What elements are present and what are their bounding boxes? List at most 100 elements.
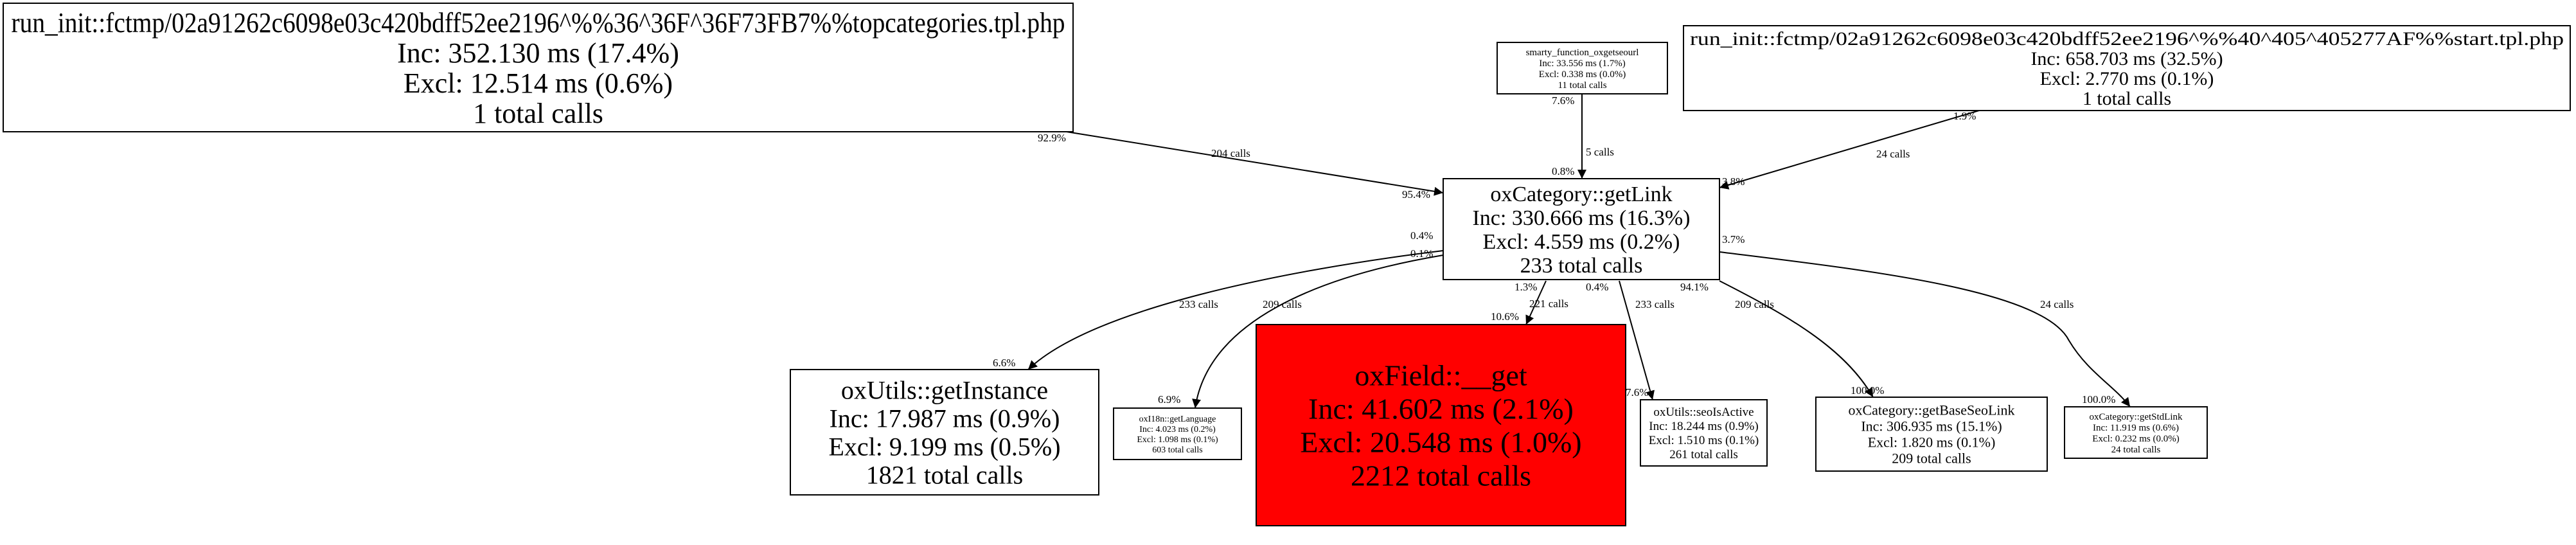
edge-tail-percent: 1.9% bbox=[1953, 110, 1976, 122]
edge-head-percent: 10.6% bbox=[1491, 310, 1519, 323]
edge-head-percent: 100.0% bbox=[2082, 393, 2115, 406]
node-inclusive: Inc: 352.130 ms (17.4%) bbox=[397, 37, 679, 69]
node-calls: 233 total calls bbox=[1520, 254, 1643, 278]
node-box bbox=[2064, 406, 2208, 459]
edge-head-percent: 100.0% bbox=[1851, 384, 1884, 397]
node-box bbox=[790, 369, 1099, 496]
node-topcategories[interactable]: run_init::fctmp/02a91262c6098e03c420bdff… bbox=[3, 3, 1074, 132]
edge-head-percent: 6.9% bbox=[1158, 393, 1180, 406]
node-calls: 1821 total calls bbox=[866, 461, 1023, 490]
edge-head-percent: 7.6% bbox=[1626, 386, 1648, 398]
node-title: run_init::fctmp/02a91262c6098e03c420bdff… bbox=[1690, 28, 2564, 49]
node-box bbox=[1443, 178, 1720, 280]
node-title: oxCategory::getBaseSeoLink bbox=[1848, 402, 2014, 418]
edge-tail-percent: 0.4% bbox=[1586, 281, 1608, 293]
node-inclusive: Inc: 306.935 ms (15.1%) bbox=[1861, 418, 2002, 434]
node-box bbox=[1815, 397, 2048, 472]
edge-arrow bbox=[1719, 280, 1874, 398]
edge-arrow bbox=[1719, 251, 2131, 407]
node-title: smarty_function_oxgetseourl bbox=[1526, 48, 1639, 58]
edge-tail-percent: 7.6% bbox=[1552, 94, 1574, 107]
edge-tail-percent: 0.4% bbox=[1410, 229, 1433, 242]
node-start-tpl[interactable]: run_init::fctmp/02a91262c6098e03c420bdff… bbox=[1683, 25, 2571, 111]
edge-arrow bbox=[1619, 280, 1655, 400]
node-box bbox=[1497, 42, 1668, 94]
node-box bbox=[1640, 399, 1768, 467]
edge-tail-percent: 3.7% bbox=[1722, 233, 1745, 246]
node-title: oxUtils::getInstance bbox=[841, 376, 1048, 405]
edge-head-percent: 0.8% bbox=[1552, 165, 1574, 177]
edge-call-count: 209 calls bbox=[1263, 298, 1302, 310]
node-calls: 11 total calls bbox=[1558, 80, 1606, 91]
edge-start-tpl-to-oxcategory-getlink: 1.9% 24 calls 3.8% bbox=[1719, 110, 1980, 190]
edge-tail-percent: 1.3% bbox=[1515, 281, 1537, 293]
node-inclusive: Inc: 18.244 ms (0.9%) bbox=[1649, 420, 1758, 433]
node-inclusive: Inc: 33.556 ms (1.7%) bbox=[1539, 58, 1626, 69]
node-inclusive: Inc: 330.666 ms (16.3%) bbox=[1472, 206, 1690, 230]
node-calls: 24 total calls bbox=[2111, 445, 2161, 455]
edge-oxcategory-getlink-to-oxcategory-getstdlink: 3.7% 24 calls 100.0% bbox=[1719, 233, 2131, 407]
node-exclusive: Excl: 4.559 ms (0.2%) bbox=[1483, 230, 1680, 254]
edge-arrow bbox=[1027, 250, 1444, 370]
node-exclusive: Excl: 1.098 ms (0.1%) bbox=[1137, 435, 1218, 445]
node-box bbox=[1256, 324, 1626, 526]
edge-head-percent: 6.6% bbox=[993, 357, 1015, 369]
edge-oxcategory-getlink-to-oxfield-get: 1.3% 221 calls 10.6% bbox=[1491, 280, 1568, 325]
edge-oxcategory-getlink-to-oxi18n-getlanguage: 0.1% 209 calls 6.9% bbox=[1158, 247, 1444, 409]
edge-oxcategory-getlink-to-oxcategory-getbaseseolink: 94.1% 209 calls 100.0% bbox=[1680, 280, 1884, 398]
node-calls: 1 total calls bbox=[2083, 88, 2171, 109]
node-calls: 603 total calls bbox=[1152, 445, 1203, 455]
node-exclusive: Excl: 20.548 ms (1.0%) bbox=[1300, 426, 1581, 459]
edge-call-count: 24 calls bbox=[2040, 298, 2074, 310]
edge-arrow bbox=[1525, 280, 1547, 325]
node-exclusive: Excl: 1.820 ms (0.1%) bbox=[1868, 434, 1996, 451]
edge-arrow bbox=[1192, 255, 1444, 409]
node-inclusive: Inc: 658.703 ms (32.5%) bbox=[2030, 48, 2223, 69]
node-box bbox=[1683, 25, 2571, 111]
node-calls: 2212 total calls bbox=[1351, 460, 1531, 492]
edge-call-count: 5 calls bbox=[1586, 146, 1614, 158]
node-calls: 1 total calls bbox=[473, 98, 603, 129]
edge-oxcategory-getlink-to-oxutils-getinstance: 0.4% 233 calls 6.6% bbox=[993, 229, 1444, 370]
node-title: oxCategory::getLink bbox=[1490, 183, 1672, 206]
edge-oxcategory-getlink-to-oxutils-seoisactive: 0.4% 233 calls 7.6% bbox=[1586, 280, 1674, 400]
node-title: oxField::__get bbox=[1355, 359, 1527, 392]
node-exclusive: Excl: 2.770 ms (0.1%) bbox=[2040, 68, 2214, 89]
node-calls: 261 total calls bbox=[1669, 448, 1738, 461]
node-inclusive: Inc: 41.602 ms (2.1%) bbox=[1308, 393, 1574, 425]
node-title: oxCategory::getStdLink bbox=[2090, 412, 2183, 422]
node-exclusive: Excl: 1.510 ms (0.1%) bbox=[1649, 434, 1759, 447]
edge-call-count: 209 calls bbox=[1735, 298, 1774, 310]
node-title: oxI18n::getLanguage bbox=[1139, 415, 1216, 424]
edge-smarty-function-oxgetseourl-to-oxcategory-getlink: 7.6% 5 calls 0.8% bbox=[1552, 94, 1614, 179]
node-exclusive: Excl: 0.232 ms (0.0%) bbox=[2092, 434, 2179, 444]
edge-tail-percent: 92.9% bbox=[1038, 132, 1066, 144]
edge-arrow bbox=[1066, 131, 1444, 196]
edge-call-count: 233 calls bbox=[1179, 298, 1218, 310]
edge-call-count: 221 calls bbox=[1529, 298, 1568, 310]
node-exclusive: Excl: 12.514 ms (0.6%) bbox=[404, 67, 673, 99]
edge-arrow bbox=[1719, 110, 1980, 190]
node-inclusive: Inc: 11.919 ms (0.6%) bbox=[2093, 423, 2179, 433]
edge-tail-percent: 0.1% bbox=[1410, 247, 1433, 260]
edge-call-count: 204 calls bbox=[1211, 147, 1250, 159]
edge-head-percent: 3.8% bbox=[1722, 175, 1745, 188]
node-inclusive: Inc: 17.987 ms (0.9%) bbox=[830, 404, 1060, 433]
edge-call-count: 233 calls bbox=[1635, 298, 1674, 310]
edge-topcategories-to-oxcategory-getlink: 92.9% 204 calls 95.4% bbox=[1038, 131, 1444, 201]
node-title: run_init::fctmp/02a91262c6098e03c420bdff… bbox=[12, 7, 1065, 39]
edge-tail-percent: 94.1% bbox=[1680, 281, 1709, 293]
node-title: oxUtils::seoIsActive bbox=[1653, 406, 1754, 419]
edge-call-count: 24 calls bbox=[1876, 148, 1910, 160]
node-exclusive: Excl: 0.338 ms (0.0%) bbox=[1539, 69, 1626, 80]
node-exclusive: Excl: 9.199 ms (0.5%) bbox=[828, 433, 1060, 461]
